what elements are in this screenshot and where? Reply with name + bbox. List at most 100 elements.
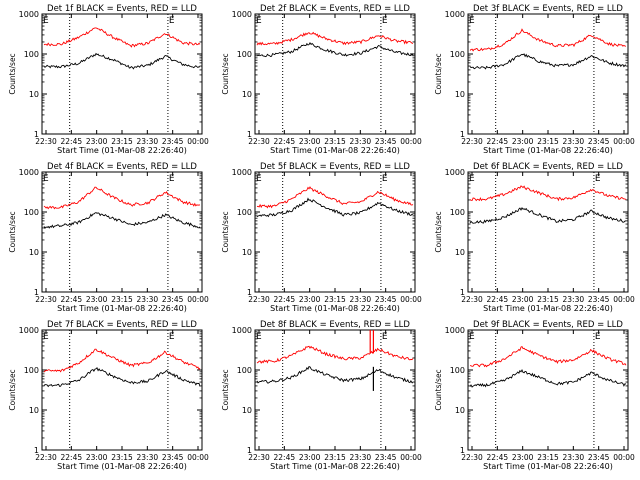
x-tick-label: 22:30: [248, 295, 270, 304]
events-series-line: [43, 52, 201, 70]
panel-title: Det 8f BLACK = Events, RED = LLD: [260, 320, 410, 330]
e-marker: E: [43, 16, 49, 26]
x-tick-label: 23:30: [350, 295, 372, 304]
e-marker: E: [382, 16, 388, 26]
x-tick-label: 22:30: [35, 453, 57, 462]
x-tick-label: 23:45: [588, 453, 610, 462]
y-tick-label: 1: [460, 446, 465, 455]
x-tick-label: 23:30: [563, 137, 585, 146]
x-tick-label: 23:45: [162, 453, 184, 462]
lld-series-line: [469, 185, 627, 202]
x-tick-label: 23:00: [512, 295, 534, 304]
x-tick-label: 23:00: [86, 137, 108, 146]
e-marker: E: [43, 174, 49, 184]
lld-series-line: [43, 186, 201, 210]
x-tick-label: 00:00: [187, 137, 209, 146]
x-tick-label: 23:30: [137, 137, 159, 146]
panel-8: Det 8f BLACK = Events, RED = LLD 1 10 100 10…: [221, 320, 422, 471]
x-tick-label: 22:30: [461, 453, 483, 462]
panel-5: Det 5f BLACK = Events, RED = LLD 1 10 100 10…: [221, 162, 422, 313]
plot-frame: [467, 329, 629, 451]
events-series-line: [43, 367, 201, 388]
y-tick-label: 1: [460, 288, 465, 297]
x-tick-label: 23:45: [375, 137, 397, 146]
x-tick-label: 22:30: [461, 137, 483, 146]
y-tick-label: 1000: [19, 10, 39, 19]
y-tick-label: 1: [247, 446, 252, 455]
panel-title: Det 5f BLACK = Events, RED = LLD: [260, 162, 410, 172]
x-tick-label: 23:15: [537, 137, 559, 146]
y-axis-label: Counts/sec: [8, 211, 17, 252]
plot-frame: [41, 171, 203, 293]
x-tick-label: 23:45: [375, 453, 397, 462]
x-tick-label: 22:30: [461, 295, 483, 304]
panel-4: Det 4f BLACK = Events, RED = LLD 1 10 100 10…: [8, 162, 209, 313]
x-tick-label: 23:30: [137, 453, 159, 462]
e-marker: E: [382, 332, 388, 342]
e-marker: E: [382, 174, 388, 184]
events-series-line: [469, 207, 627, 224]
x-tick-label: 23:30: [350, 453, 372, 462]
x-tick-label: 22:45: [274, 453, 296, 462]
y-tick-label: 100: [24, 50, 39, 59]
y-tick-label: 1000: [232, 326, 252, 335]
y-tick-label: 10: [455, 248, 465, 257]
plot-frame: [41, 13, 203, 135]
x-tick-label: 22:45: [274, 137, 296, 146]
x-tick-label: 23:30: [563, 295, 585, 304]
x-axis-label: Start Time (01-Mar-08 22:26:40): [483, 146, 613, 155]
y-tick-label: 100: [237, 50, 252, 59]
x-tick-label: 22:45: [487, 137, 509, 146]
panel-6: Det 6f BLACK = Events, RED = LLD 1 10 100 10…: [434, 162, 635, 313]
x-tick-label: 22:30: [35, 295, 57, 304]
panel-1: Det 1f BLACK = Events, RED = LLD 1 10 100 10…: [8, 4, 209, 155]
x-tick-label: 23:15: [324, 295, 346, 304]
events-series-line: [469, 368, 627, 388]
x-tick-label: 22:30: [248, 137, 270, 146]
x-tick-label: 23:00: [299, 137, 321, 146]
x-tick-label: 22:45: [61, 295, 83, 304]
e-marker: E: [595, 16, 601, 26]
x-tick-label: 23:15: [324, 137, 346, 146]
x-tick-label: 23:30: [350, 137, 372, 146]
y-tick-label: 10: [29, 90, 39, 99]
x-tick-label: 23:15: [111, 453, 133, 462]
x-tick-label: 22:30: [248, 453, 270, 462]
e-marker: E: [256, 332, 262, 342]
x-tick-label: 00:00: [187, 295, 209, 304]
y-tick-label: 10: [29, 248, 39, 257]
x-tick-label: 23:00: [299, 295, 321, 304]
x-tick-label: 00:00: [400, 453, 422, 462]
x-axis-label: Start Time (01-Mar-08 22:26:40): [270, 146, 400, 155]
x-tick-label: 23:00: [512, 453, 534, 462]
x-tick-label: 00:00: [400, 295, 422, 304]
y-tick-label: 1000: [232, 168, 252, 177]
panel-title: Det 4f BLACK = Events, RED = LLD: [47, 162, 197, 172]
e-marker: E: [595, 174, 601, 184]
x-tick-label: 23:15: [324, 453, 346, 462]
events-series-line: [469, 53, 627, 70]
x-tick-label: 23:30: [137, 295, 159, 304]
panel-title: Det 2f BLACK = Events, RED = LLD: [260, 4, 410, 14]
y-tick-label: 1: [34, 446, 39, 455]
y-tick-label: 100: [237, 208, 252, 217]
lld-series-line: [256, 31, 414, 46]
x-tick-label: 00:00: [400, 137, 422, 146]
x-axis-label: Start Time (01-Mar-08 22:26:40): [57, 146, 187, 155]
plot-frame: [254, 171, 416, 293]
panel-title: Det 9f BLACK = Events, RED = LLD: [473, 320, 623, 330]
x-tick-label: 23:00: [512, 137, 534, 146]
x-tick-label: 00:00: [187, 453, 209, 462]
y-tick-label: 10: [242, 406, 252, 415]
panel-title: Det 3f BLACK = Events, RED = LLD: [473, 4, 623, 14]
x-tick-label: 23:15: [111, 295, 133, 304]
x-tick-label: 23:45: [588, 137, 610, 146]
panel-7: Det 7f BLACK = Events, RED = LLD 1 10 100 10…: [8, 320, 209, 471]
e-marker: E: [169, 332, 175, 342]
y-tick-label: 10: [242, 248, 252, 257]
x-tick-label: 00:00: [613, 137, 635, 146]
y-tick-label: 1: [460, 130, 465, 139]
y-tick-label: 10: [455, 90, 465, 99]
y-tick-label: 1: [247, 288, 252, 297]
